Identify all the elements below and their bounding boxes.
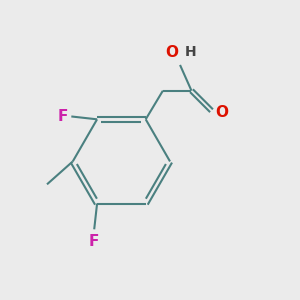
Text: O: O — [166, 45, 178, 60]
Text: H: H — [185, 45, 197, 59]
Text: O: O — [215, 105, 228, 120]
Text: F: F — [58, 109, 68, 124]
Text: F: F — [89, 234, 99, 249]
